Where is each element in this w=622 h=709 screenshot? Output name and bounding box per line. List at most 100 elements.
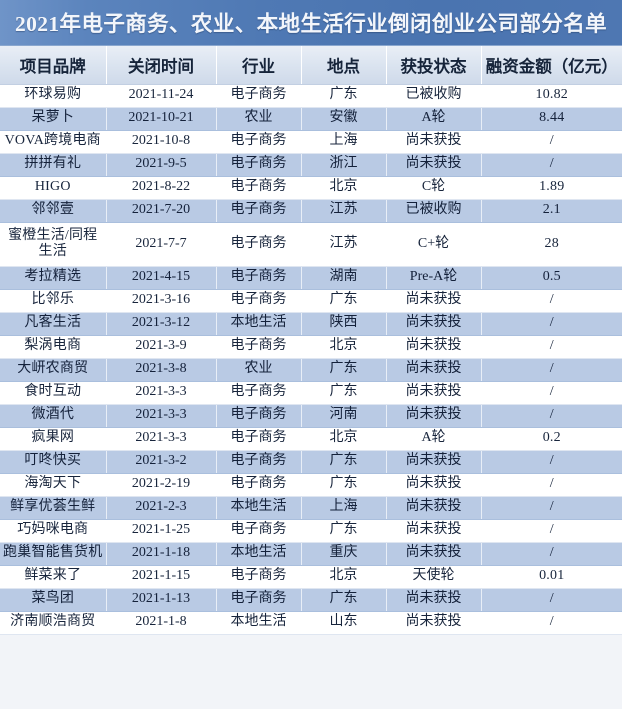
table-cell-date: 2021-10-21 [106, 107, 217, 131]
table-cell-brand: 比邻乐 [0, 289, 107, 313]
table-body: 环球易购 2021-11-24 电子商务 广东 已被收购 10.82 呆萝卜 2021-10-… [0, 84, 622, 635]
table-cell-industry: 本地生活 [216, 542, 302, 566]
table-cell-industry: 电子商务 [216, 565, 302, 589]
table-cell-status: 天使轮 [386, 565, 482, 589]
header-row: 项目品牌 关闭时间 行业 地点 获投状态 融资金额（亿元） [0, 46, 622, 85]
table-cell-status: 尚未获投 [386, 450, 482, 474]
table-row: HIGO 2021-8-22 电子商务 北京 C轮 1.89 [0, 176, 622, 200]
table-cell-industry: 本地生活 [216, 611, 302, 635]
table-cell-brand: 拼拼有礼 [0, 153, 107, 177]
table-cell-status: 尚未获投 [386, 335, 482, 359]
table-cell-industry: 电子商务 [216, 266, 302, 290]
table-cell-location: 北京 [301, 427, 387, 451]
table-cell-amount: / [481, 611, 622, 635]
table-cell-location: 江苏 [301, 199, 387, 223]
table-row: 食时互动 2021-3-3 电子商务 广东 尚未获投 / [0, 381, 622, 405]
table-cell-date: 2021-1-15 [106, 565, 217, 589]
table-row: 跑巢智能售货机 2021-1-18 本地生活 重庆 尚未获投 / [0, 542, 622, 566]
table-row: 考拉精选 2021-4-15 电子商务 湖南 Pre-A轮 0.5 [0, 266, 622, 290]
table-cell-location: 重庆 [301, 542, 387, 566]
table-cell-brand: 邻邻壹 [0, 199, 107, 223]
table-cell-amount: / [481, 335, 622, 359]
table-cell-location: 北京 [301, 335, 387, 359]
table-cell-date: 2021-11-24 [106, 84, 217, 108]
table-row: VOVA跨境电商 2021-10-8 电子商务 上海 尚未获投 / [0, 130, 622, 154]
table-cell-brand: 凡客生活 [0, 312, 107, 336]
column-header-date: 关闭时间 [106, 46, 217, 85]
table-row: 疯果网 2021-3-3 电子商务 北京 A轮 0.2 [0, 427, 622, 451]
table-cell-amount: / [481, 153, 622, 177]
page-title: 2021年电子商务、农业、本地生活行业倒闭创业公司部分名单 [14, 12, 608, 36]
table-cell-status: 尚未获投 [386, 611, 482, 635]
table-cell-status: 尚未获投 [386, 496, 482, 520]
table-cell-status: 尚未获投 [386, 588, 482, 612]
table-cell-location: 北京 [301, 176, 387, 200]
table-cell-brand: 海淘天下 [0, 473, 107, 497]
table-cell-location: 陕西 [301, 312, 387, 336]
table-cell-date: 2021-1-13 [106, 588, 217, 612]
table-cell-location: 浙江 [301, 153, 387, 177]
table-row: 巧妈咪电商 2021-1-25 电子商务 广东 尚未获投 / [0, 519, 622, 543]
table-cell-amount: / [481, 542, 622, 566]
column-header-status: 获投状态 [386, 46, 482, 85]
table-cell-location: 广东 [301, 519, 387, 543]
table-row: 菜鸟团 2021-1-13 电子商务 广东 尚未获投 / [0, 588, 622, 612]
table-cell-industry: 电子商务 [216, 519, 302, 543]
table-cell-brand: 济南顺浩商贸 [0, 611, 107, 635]
closed-companies-table: 项目品牌 关闭时间 行业 地点 获投状态 融资金额（亿元） 环球易购 2021-1… [0, 46, 622, 635]
table-cell-status: A轮 [386, 107, 482, 131]
table-cell-date: 2021-3-3 [106, 427, 217, 451]
column-header-location: 地点 [301, 46, 387, 85]
table-cell-location: 河南 [301, 404, 387, 428]
table-cell-industry: 本地生活 [216, 496, 302, 520]
table-cell-status: 已被收购 [386, 199, 482, 223]
table-cell-brand: 跑巢智能售货机 [0, 542, 107, 566]
table-row: 叮咚快买 2021-3-2 电子商务 广东 尚未获投 / [0, 450, 622, 474]
table-row: 环球易购 2021-11-24 电子商务 广东 已被收购 10.82 [0, 84, 622, 108]
table-cell-brand: 环球易购 [0, 84, 107, 108]
table-cell-brand: 疯果网 [0, 427, 107, 451]
table-cell-amount: 28 [481, 222, 622, 267]
table-cell-brand: 叮咚快买 [0, 450, 107, 474]
table-row: 凡客生活 2021-3-12 本地生活 陕西 尚未获投 / [0, 312, 622, 336]
table-cell-amount: 1.89 [481, 176, 622, 200]
table-cell-industry: 本地生活 [216, 312, 302, 336]
table-cell-amount: / [481, 496, 622, 520]
table-cell-amount: 8.44 [481, 107, 622, 131]
table-cell-status: 尚未获投 [386, 519, 482, 543]
table-cell-industry: 电子商务 [216, 588, 302, 612]
table-cell-industry: 电子商务 [216, 199, 302, 223]
table-cell-location: 广东 [301, 450, 387, 474]
table-row: 鲜菜来了 2021-1-15 电子商务 北京 天使轮 0.01 [0, 565, 622, 589]
table-cell-status: 已被收购 [386, 84, 482, 108]
table-cell-brand: 菜鸟团 [0, 588, 107, 612]
table-cell-date: 2021-7-20 [106, 199, 217, 223]
table-cell-amount: / [481, 381, 622, 405]
table-cell-date: 2021-4-15 [106, 266, 217, 290]
column-header-amount: 融资金额（亿元） [481, 46, 622, 85]
table-header: 项目品牌 关闭时间 行业 地点 获投状态 融资金额（亿元） [0, 46, 622, 85]
table-row: 微酒代 2021-3-3 电子商务 河南 尚未获投 / [0, 404, 622, 428]
table-cell-amount: 10.82 [481, 84, 622, 108]
table-cell-brand: 巧妈咪电商 [0, 519, 107, 543]
table-cell-location: 湖南 [301, 266, 387, 290]
title-banner: 2021年电子商务、农业、本地生活行业倒闭创业公司部分名单 [0, 0, 622, 46]
table-cell-location: 安徽 [301, 107, 387, 131]
table-cell-brand: VOVA跨境电商 [0, 130, 107, 154]
table-cell-location: 广东 [301, 358, 387, 382]
table-cell-amount: / [481, 588, 622, 612]
table-cell-location: 北京 [301, 565, 387, 589]
table-cell-brand: 食时互动 [0, 381, 107, 405]
table-cell-industry: 农业 [216, 107, 302, 131]
table-row: 海淘天下 2021-2-19 电子商务 广东 尚未获投 / [0, 473, 622, 497]
table-cell-status: 尚未获投 [386, 289, 482, 313]
table-cell-location: 广东 [301, 289, 387, 313]
table-row: 邻邻壹 2021-7-20 电子商务 江苏 已被收购 2.1 [0, 199, 622, 223]
table-cell-location: 江苏 [301, 222, 387, 267]
table-cell-date: 2021-3-16 [106, 289, 217, 313]
table-cell-brand: 微酒代 [0, 404, 107, 428]
table-cell-date: 2021-3-2 [106, 450, 217, 474]
column-header-brand: 项目品牌 [0, 46, 107, 85]
table-cell-date: 2021-1-25 [106, 519, 217, 543]
